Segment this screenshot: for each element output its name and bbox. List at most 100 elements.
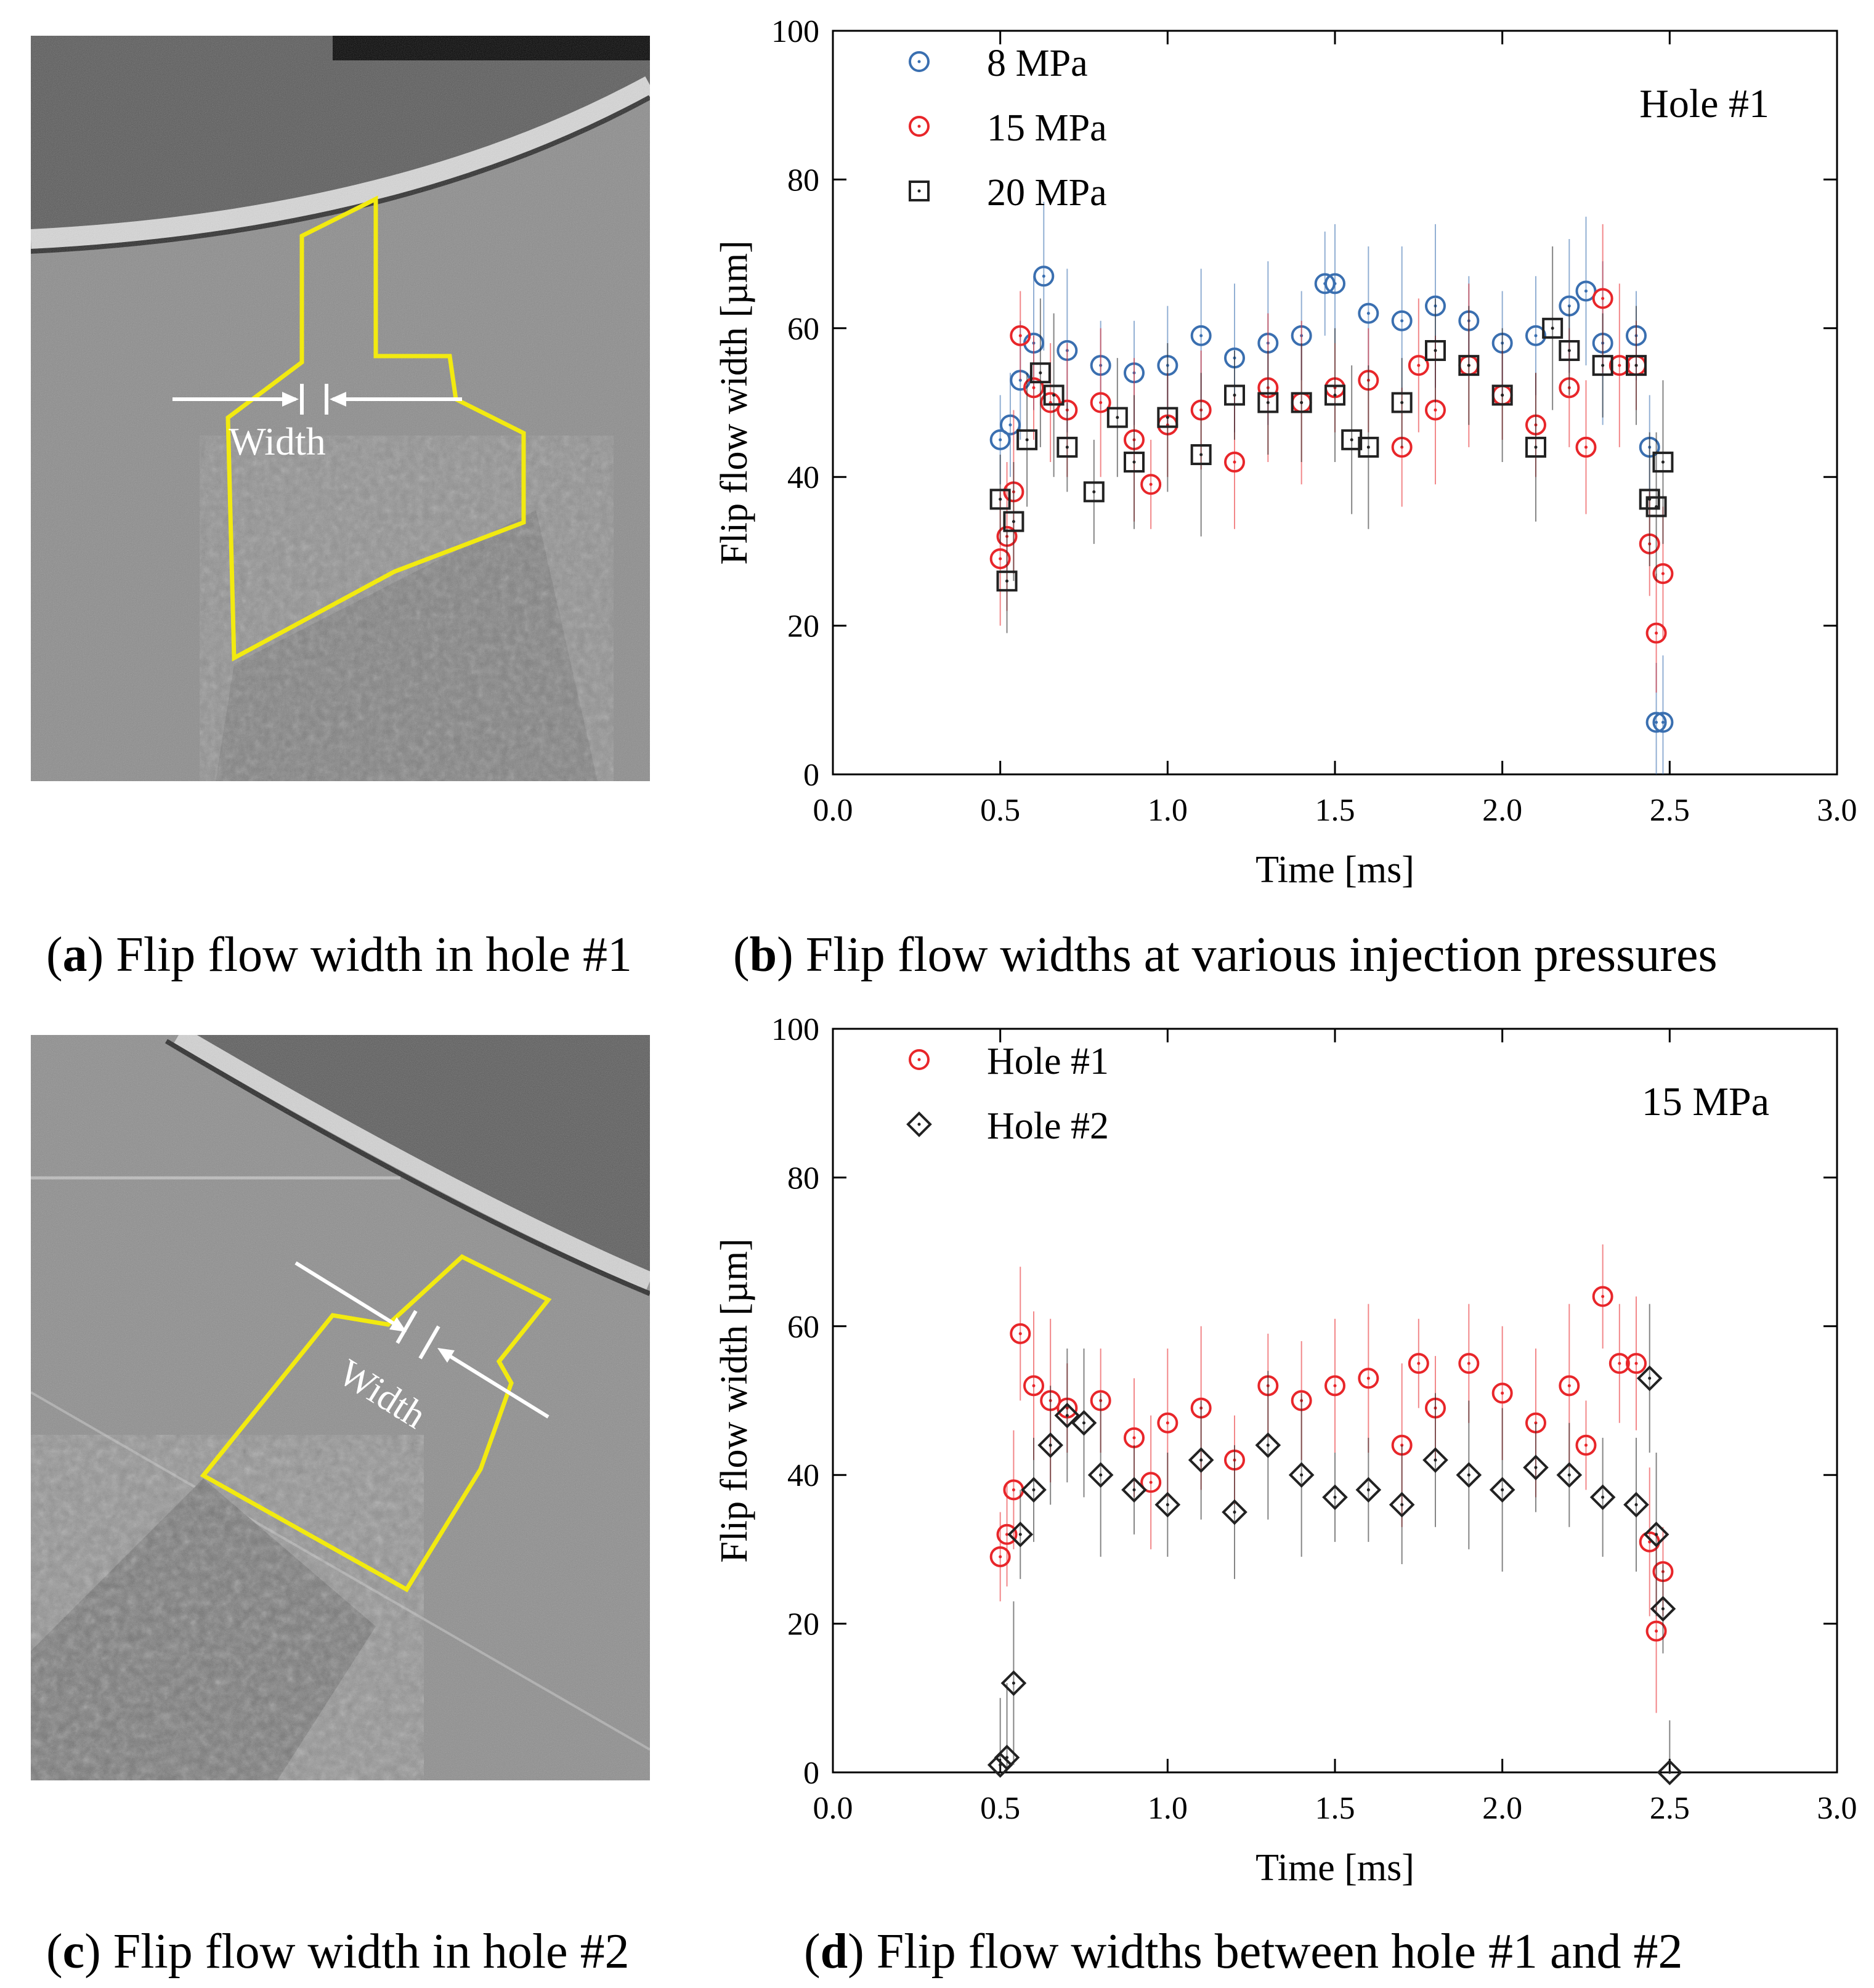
- xray-image-hole2: Width: [31, 1035, 650, 1780]
- data-point: [1071, 1410, 1097, 1436]
- data-point: [1157, 1412, 1178, 1434]
- data-point: [1121, 1477, 1147, 1503]
- data-point: [1222, 1499, 1247, 1525]
- data-point: [1626, 1353, 1647, 1374]
- y-tick-label: 40: [787, 1458, 819, 1493]
- data-point: [1422, 1447, 1448, 1473]
- data-point: [1523, 1454, 1549, 1480]
- x-tick-label: 1.5: [1315, 1791, 1355, 1826]
- data-point: [1358, 436, 1379, 458]
- legend-label: 20 MPa: [987, 172, 1107, 214]
- data-point: [1000, 1670, 1027, 1696]
- data-point: [1643, 1521, 1669, 1548]
- data-point: [1021, 1477, 1047, 1503]
- data-point: [1575, 1434, 1597, 1456]
- caption-d: (d) Flip flow widths between hole #1 and…: [804, 1925, 1683, 1979]
- data-point: [1007, 1521, 1034, 1548]
- data-point: [989, 489, 1011, 510]
- caption-d-letter: d: [820, 1925, 848, 1979]
- data-point: [1154, 1491, 1181, 1518]
- data-point: [1224, 452, 1245, 473]
- y-tick-label: 0: [803, 758, 819, 793]
- caption-a-text: Flip flow width in hole #1: [116, 928, 633, 982]
- data-point: [1652, 563, 1674, 585]
- data-point: [1029, 362, 1051, 384]
- data-point: [1157, 407, 1178, 428]
- x-tick-label: 0.0: [813, 793, 853, 828]
- data-point: [1016, 429, 1038, 450]
- data-point: [1542, 317, 1564, 339]
- hole1-outline: [225, 195, 526, 662]
- data-point: [1358, 1368, 1379, 1389]
- data-point: [1592, 355, 1613, 376]
- caption-d-text: Flip flow widths between hole #1 and #2: [876, 1925, 1683, 1979]
- data-point: [1652, 712, 1674, 733]
- legend-label: Hole #1: [987, 1041, 1109, 1082]
- chart-b: 0.0 0.5 1.0 1.5 2.0 2.5 3.0 0 20 40 60 80 100 Time [m…: [713, 14, 1857, 891]
- data-point: [1010, 325, 1031, 346]
- y-tick-label: 60: [787, 312, 819, 347]
- x-tick-label: 1.0: [1148, 1791, 1188, 1826]
- y-tick-label: 80: [787, 1161, 819, 1196]
- y-tick-label: 20: [787, 609, 819, 644]
- data-point: [989, 548, 1011, 569]
- data-point: [1324, 273, 1345, 294]
- data-point: [1023, 1375, 1044, 1397]
- legend-marker: [906, 1111, 932, 1137]
- data-point: [1645, 712, 1667, 733]
- data-point: [1559, 1375, 1580, 1397]
- x-tick-label: 0.5: [980, 793, 1020, 828]
- data-point: [1124, 452, 1145, 473]
- x-axis-label: Time [ms]: [1255, 1847, 1414, 1889]
- data-point: [1589, 1484, 1616, 1511]
- x-tick-label: 3.0: [1817, 793, 1857, 828]
- legend-marker: [909, 181, 930, 201]
- data-point: [1255, 1432, 1281, 1458]
- x-tick-label: 2.5: [1650, 793, 1690, 828]
- y-tick-label: 100: [771, 1012, 819, 1047]
- series-2: [989, 246, 1674, 633]
- x-tick-label: 2.0: [1482, 1791, 1522, 1826]
- caption-b: (b) Flip flow widths at various injectio…: [733, 928, 1718, 982]
- data-point: [1043, 384, 1065, 406]
- data-point: [1491, 1382, 1513, 1404]
- series-1: [987, 1304, 1683, 1785]
- x-tick-label: 3.0: [1817, 1791, 1857, 1826]
- x-tick-label: 1.5: [1315, 793, 1355, 828]
- data-point: [1650, 1596, 1676, 1622]
- y-tick-label: 60: [787, 1310, 819, 1345]
- y-tick-label: 100: [771, 14, 819, 49]
- data-point: [1623, 1491, 1649, 1518]
- chart-title: Hole #1: [1639, 81, 1769, 126]
- data-point: [1575, 280, 1597, 302]
- data-point: [1525, 325, 1546, 346]
- data-point: [1491, 384, 1513, 406]
- series-0: [989, 201, 1674, 774]
- caption-a: (a) Flip flow width in hole #1: [46, 928, 633, 982]
- data-point: [989, 1546, 1011, 1567]
- y-tick-label: 20: [787, 1607, 819, 1642]
- data-point: [999, 414, 1021, 436]
- legend-label: Hole #2: [987, 1105, 1109, 1147]
- data-point: [1425, 340, 1446, 362]
- caption-c: (c) Flip flow width in hole #2: [46, 1925, 630, 1979]
- panel-c-image: Width: [31, 1035, 650, 1780]
- caption-a-letter: a: [62, 928, 87, 982]
- data-point: [1608, 355, 1630, 376]
- data-point: [1106, 407, 1128, 428]
- data-point: [1140, 474, 1162, 495]
- data-point: [996, 570, 1018, 592]
- data-point: [1083, 481, 1105, 503]
- data-point: [1645, 1620, 1667, 1642]
- data-point: [1525, 436, 1546, 458]
- data-point: [1559, 340, 1580, 362]
- x-tick-label: 2.0: [1482, 793, 1522, 828]
- caption-b-text: Flip flow widths at various injection pr…: [805, 928, 1718, 982]
- data-point: [1140, 1472, 1162, 1493]
- data-point: [1090, 392, 1111, 413]
- data-point: [1291, 392, 1312, 413]
- data-point: [1489, 1477, 1515, 1503]
- data-point: [1626, 355, 1647, 376]
- caption-b-letter: b: [749, 928, 777, 982]
- chart-d: 0.0 0.5 1.0 1.5 2.0 2.5 3.0 0 20 40 60 80 100 Time [m…: [713, 1012, 1857, 1889]
